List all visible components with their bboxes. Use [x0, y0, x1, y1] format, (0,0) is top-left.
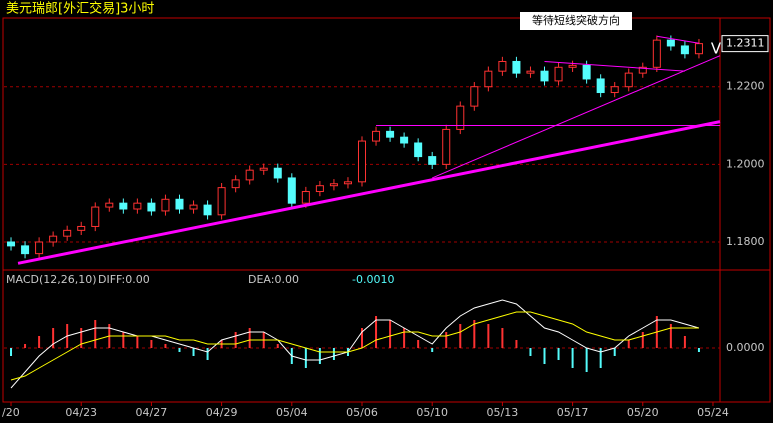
- candle-body: [680, 45, 689, 55]
- x-tick-label: 05/10: [416, 406, 448, 419]
- candle-body: [147, 202, 156, 212]
- candle-body: [77, 225, 86, 231]
- candle-body: [652, 39, 661, 68]
- x-tick-label: 04/29: [206, 406, 238, 419]
- candle-body: [315, 185, 324, 193]
- macd-header: -0.0010: [352, 273, 394, 286]
- candle-body: [596, 78, 605, 94]
- x-tick-label: 05/13: [487, 406, 519, 419]
- candle-body: [498, 60, 507, 72]
- candle-body: [231, 179, 240, 189]
- candle-body: [91, 206, 100, 227]
- candle-body: [512, 60, 521, 74]
- candle-body: [610, 86, 619, 94]
- last-price-box: [721, 35, 769, 53]
- candle-body: [484, 70, 493, 88]
- annotation-box: [520, 12, 632, 30]
- candle-body: [554, 66, 563, 82]
- annotation: V: [711, 40, 722, 58]
- last-price-label: 1.2311: [726, 37, 765, 50]
- trendline: [656, 35, 700, 44]
- candle-body: [386, 130, 395, 138]
- candle-body: [428, 156, 437, 165]
- candle-body: [414, 142, 423, 158]
- candle-body: [49, 235, 58, 243]
- y-tick-label: 1.1800: [726, 235, 765, 248]
- y-tick-label: 0.0000: [726, 341, 765, 354]
- x-tick-label: 05/04: [276, 406, 308, 419]
- x-tick-label: /20: [2, 406, 20, 419]
- trendline: [544, 60, 685, 72]
- y-tick-label: 1.2000: [726, 157, 765, 170]
- candle-body: [161, 198, 170, 212]
- candle-body: [273, 167, 282, 179]
- candle-body: [666, 39, 675, 47]
- candle-body: [63, 229, 72, 237]
- candle-body: [400, 136, 409, 144]
- candle-body: [203, 204, 212, 216]
- candle-body: [372, 130, 381, 142]
- macd-frame: [2, 269, 771, 403]
- candle-body: [259, 167, 268, 171]
- x-tick-label: 05/20: [627, 406, 659, 419]
- candle-body: [357, 140, 367, 183]
- annotation: 等待短线突破方向: [532, 13, 620, 27]
- candle-body: [638, 66, 647, 74]
- candle-body: [245, 169, 254, 181]
- candle-body: [694, 43, 703, 55]
- candle-body: [329, 183, 338, 187]
- x-tick-label: 05/24: [697, 406, 729, 419]
- chart-title: 美元瑞郎[外汇交易]3小时: [6, 1, 154, 17]
- x-tick-label: 04/23: [65, 406, 97, 419]
- candle-body: [301, 191, 310, 204]
- candle-body: [442, 128, 451, 165]
- y-tick-label: 1.2200: [726, 80, 765, 93]
- candle-body: [540, 70, 549, 82]
- x-tick-label: 05/17: [557, 406, 589, 419]
- candle-body: [624, 72, 633, 88]
- macd-header: DEA:0.00: [248, 273, 299, 286]
- candle-body: [21, 245, 30, 255]
- candle-body: [582, 64, 591, 80]
- candle-body: [568, 64, 577, 68]
- candle-body: [287, 177, 296, 204]
- macd-header: DIFF:0.00: [98, 273, 150, 286]
- x-tick-label: 04/27: [136, 406, 168, 419]
- trendline: [17, 120, 721, 265]
- candle-body: [133, 202, 142, 210]
- candle-body: [217, 187, 226, 216]
- candle-body: [526, 70, 535, 74]
- candle-body: [175, 198, 184, 210]
- candle-body: [35, 241, 44, 255]
- macd-header: MACD(12,26,10): [6, 273, 97, 286]
- trendline: [432, 55, 721, 179]
- candle-body: [105, 202, 114, 208]
- x-tick-label: 05/06: [346, 406, 378, 419]
- candle-body: [119, 202, 128, 210]
- diff-line: [10, 299, 700, 389]
- dea-line: [10, 311, 699, 381]
- candle-body: [189, 204, 198, 210]
- candle-body: [456, 105, 465, 130]
- candle-body: [470, 86, 479, 107]
- candle-body: [343, 181, 352, 185]
- candle-body: [7, 241, 16, 247]
